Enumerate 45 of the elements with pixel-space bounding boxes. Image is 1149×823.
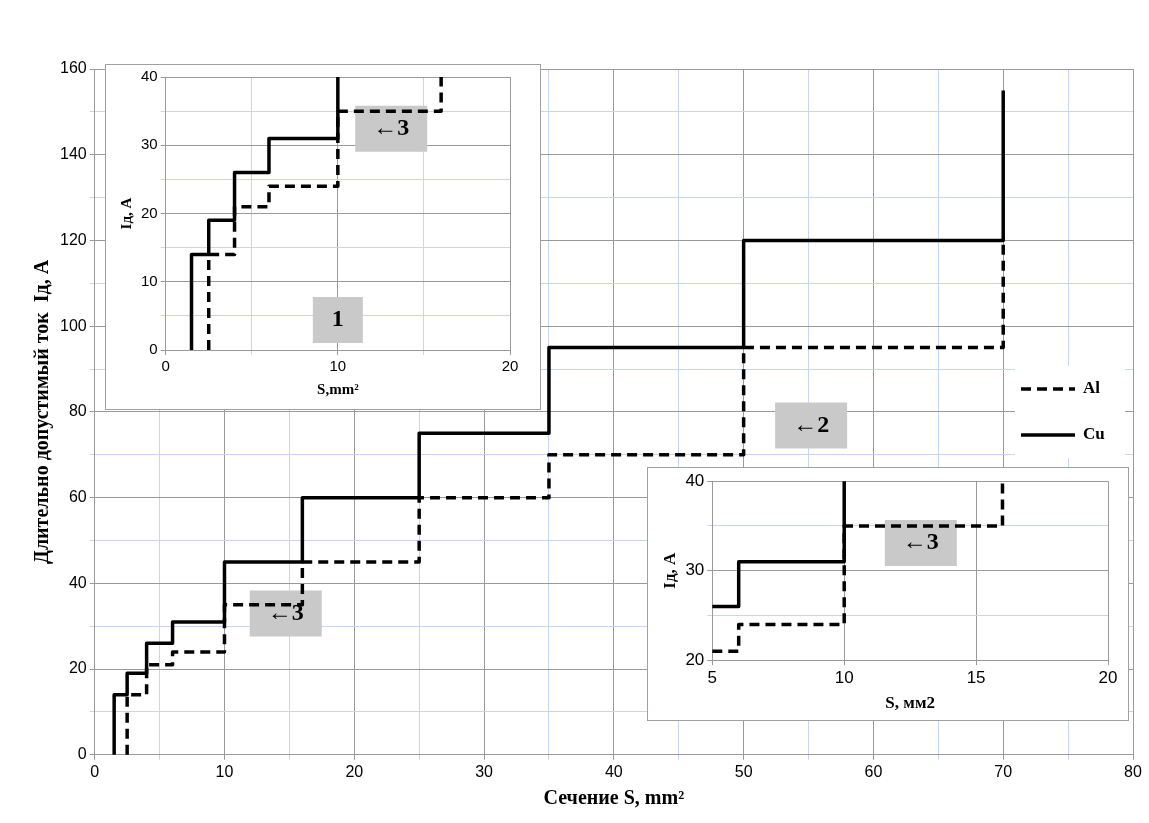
y-axis-title: Iд, A [117,197,134,230]
x-tick-label: 10 [329,357,347,375]
x-axis-title: Сечение S, mm² [543,786,685,809]
annotation: ←2 [793,410,830,437]
y-tick-label: 30 [141,135,158,153]
x-tick-label: 0 [90,762,100,780]
y-tick-label: 0 [77,745,87,763]
x-tick-label: 50 [734,762,753,780]
y-tick-label: 140 [59,145,87,163]
legend-label: Al [1083,378,1101,398]
y-tick-label: 20 [685,649,705,669]
y-tick-label: 60 [68,488,87,506]
x-tick-label: 15 [966,668,986,688]
x-tick-label: 20 [1098,668,1118,688]
x-tick-label: 70 [994,762,1013,780]
annotation: ←3 [902,528,939,555]
annotation: 1 [331,305,344,332]
x-tick-label: 10 [215,762,234,780]
x-tick-label: 40 [604,762,623,780]
y-tick-label: 160 [59,59,87,77]
y-tick-label: 40 [685,470,705,490]
x-tick-label: 20 [501,357,519,375]
x-tick-label: 20 [345,762,364,780]
x-tick-label: 80 [1124,762,1142,780]
y-tick-label: 30 [685,560,705,580]
y-axis-title: Длительно допустимый ток Iд, А [30,259,54,564]
y-tick-label: 20 [141,203,158,221]
x-tick-label: 5 [707,668,718,688]
x-axis-title: S, мм2 [885,693,935,713]
annotation: ←3 [267,598,304,625]
y-tick-label: 120 [59,230,87,248]
x-tick-label: 10 [834,668,854,688]
y-tick-label: 100 [59,316,87,334]
legend-label: Cu [1083,424,1105,444]
y-tick-label: 40 [68,573,87,591]
annotation: ←3 [373,114,410,141]
x-tick-label: 0 [161,357,170,375]
x-tick-label: 30 [475,762,494,780]
x-axis-title: S,mm² [317,380,360,397]
y-axis-title: Iд, A [659,551,679,589]
y-tick-label: 40 [141,67,158,85]
y-tick-label: 80 [68,402,87,420]
x-tick-label: 60 [864,762,883,780]
y-tick-label: 0 [149,340,158,358]
y-tick-label: 10 [141,271,158,289]
